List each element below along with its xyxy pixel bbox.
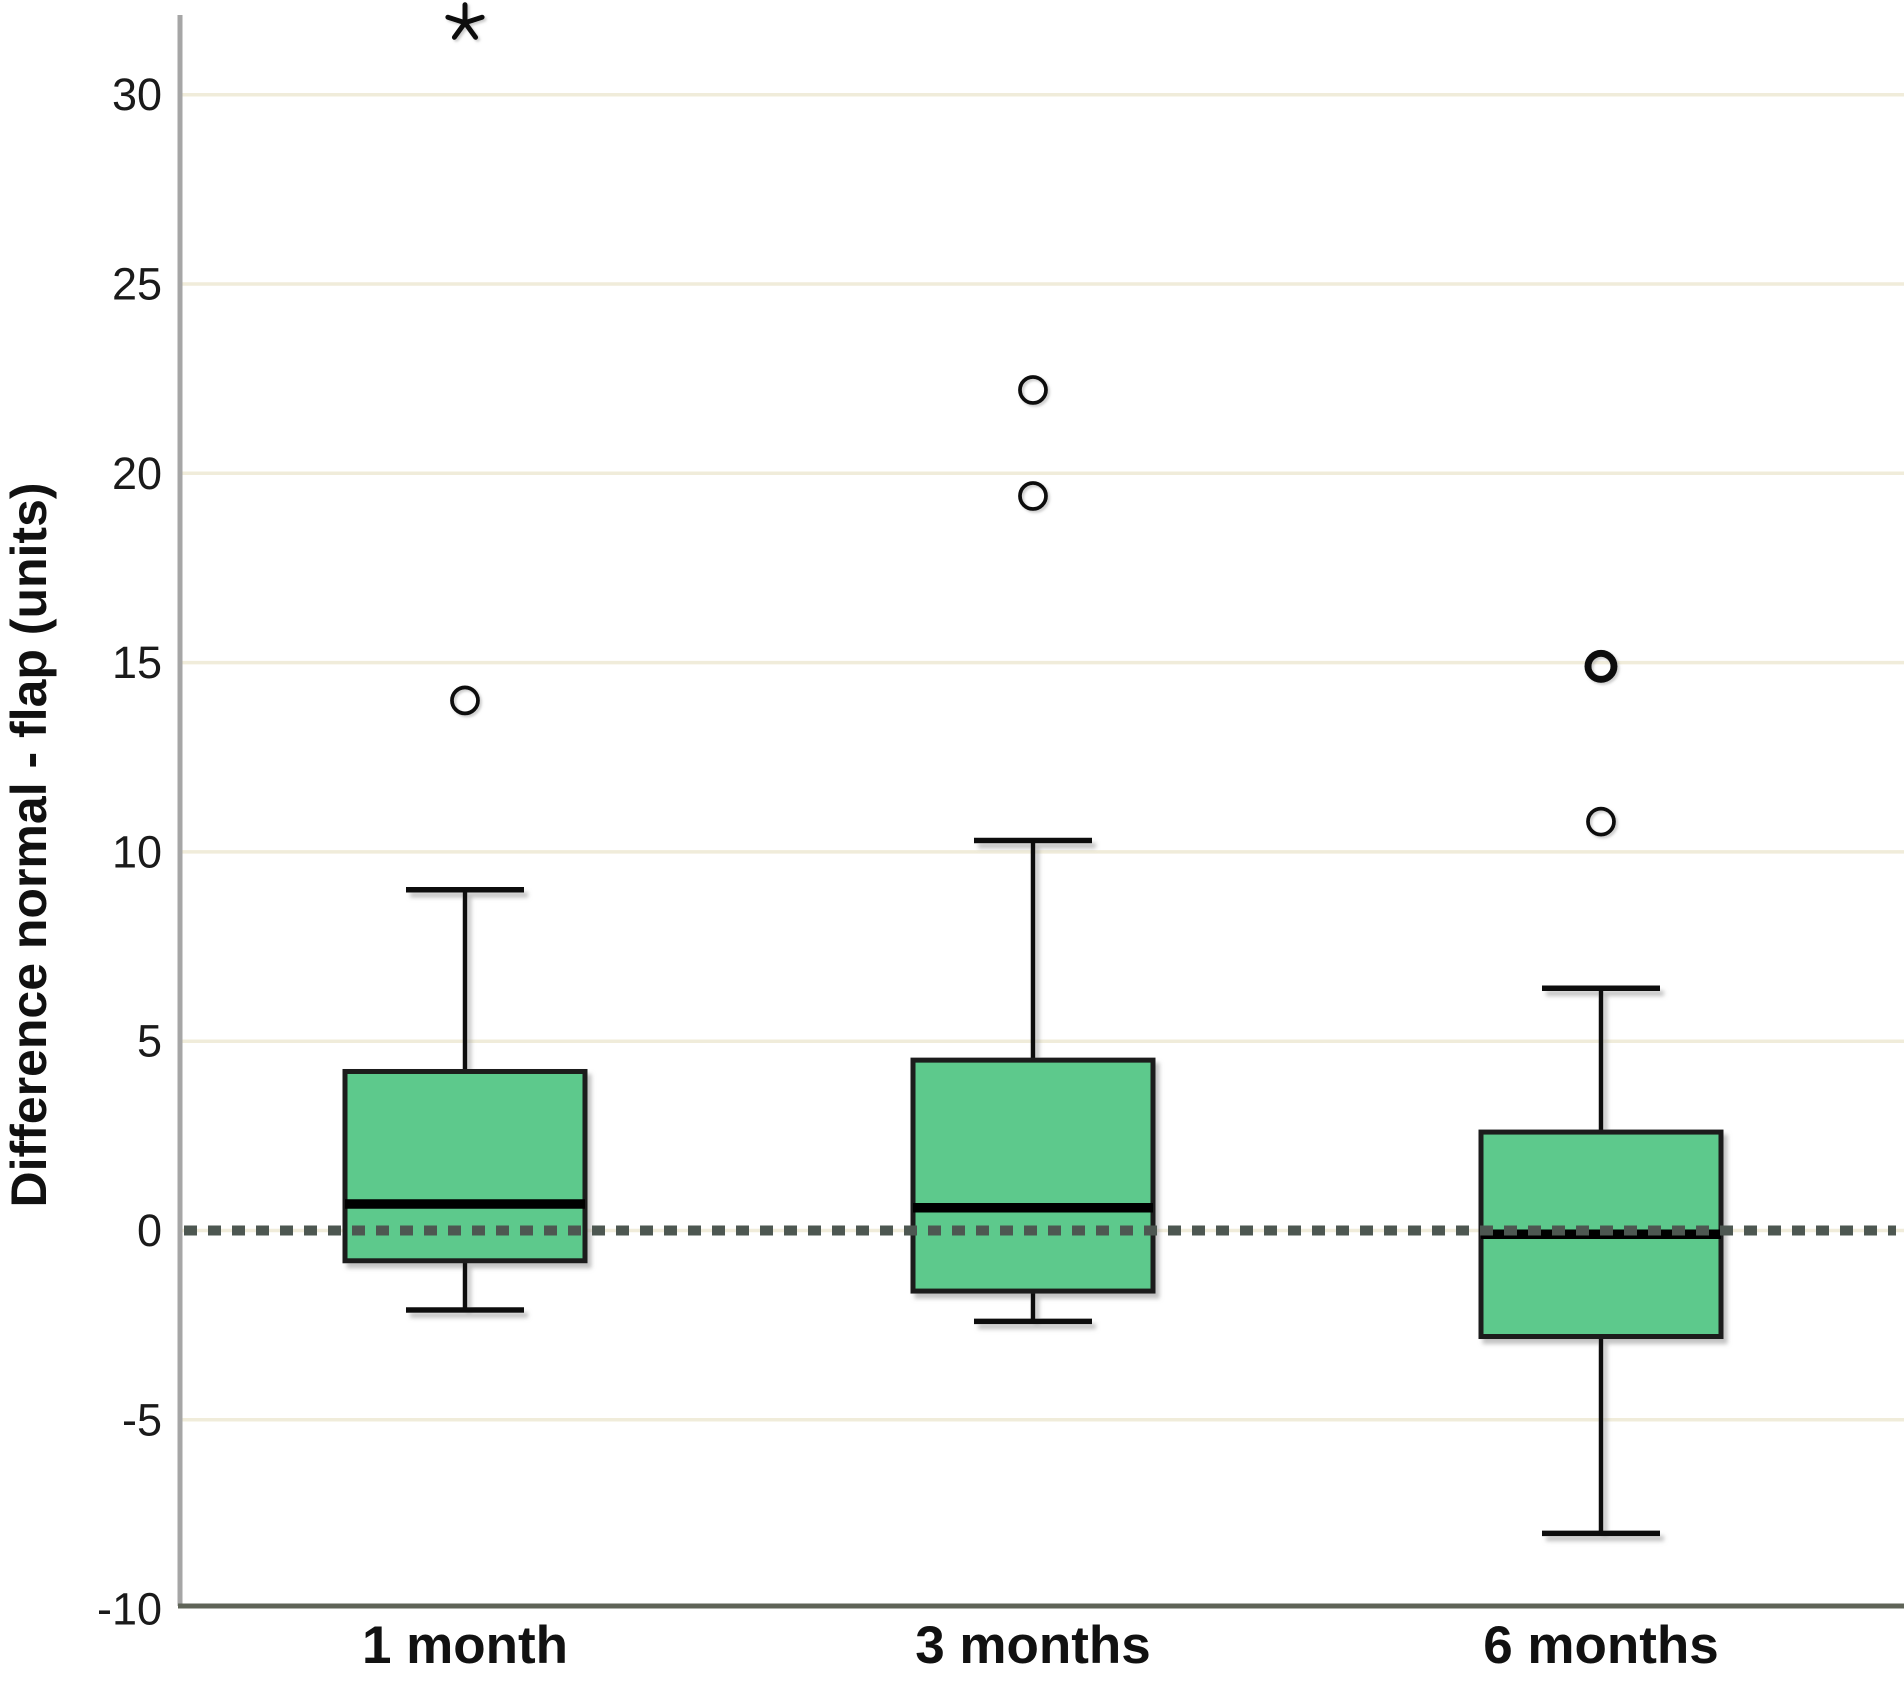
y-tick-label--10: -10 — [97, 1584, 162, 1635]
box-group-3-months — [910, 837, 1156, 1325]
box-group-1-month — [342, 887, 588, 1313]
asterisk-spoke — [462, 20, 479, 40]
y-tick-label-15: 15 — [112, 637, 162, 688]
outlier-circle-double — [1584, 649, 1618, 683]
x-category-label-6-months: 6 months — [1483, 1616, 1719, 1675]
y-tick-label--5: -5 — [122, 1394, 162, 1445]
outliers-6-months — [1584, 649, 1618, 837]
extreme-outlier-asterisk — [445, 2, 485, 40]
outliers-3-months — [1018, 375, 1048, 511]
y-axis-title: Difference normal - flap (units) — [1, 482, 57, 1207]
outlier-circle — [1018, 375, 1048, 405]
outlier-circle — [450, 685, 480, 716]
y-tick-label-10: 10 — [112, 826, 162, 877]
plot-area: 30 25 20 15 10 5 0 -5 -10 1 month 3 months 6 months — [97, 2, 1904, 1675]
y-tick-label-30: 30 — [112, 69, 162, 120]
asterisk-spoke — [445, 14, 468, 26]
box-group-6-months — [1478, 985, 1724, 1537]
asterisk-spoke — [451, 20, 468, 40]
iqr-box — [910, 1057, 1156, 1294]
outlier-circle — [1018, 481, 1048, 511]
outliers-1-month — [445, 2, 485, 716]
y-tick-label-5: 5 — [137, 1016, 162, 1067]
outlier-circle — [1586, 806, 1616, 837]
x-category-label-1-month: 1 month — [362, 1616, 568, 1675]
y-tick-label-0: 0 — [137, 1205, 162, 1256]
x-category-label-3-months: 3 months — [915, 1616, 1151, 1675]
y-tick-label-25: 25 — [112, 259, 162, 310]
y-tick-label-20: 20 — [112, 448, 162, 499]
asterisk-spoke — [462, 14, 485, 26]
